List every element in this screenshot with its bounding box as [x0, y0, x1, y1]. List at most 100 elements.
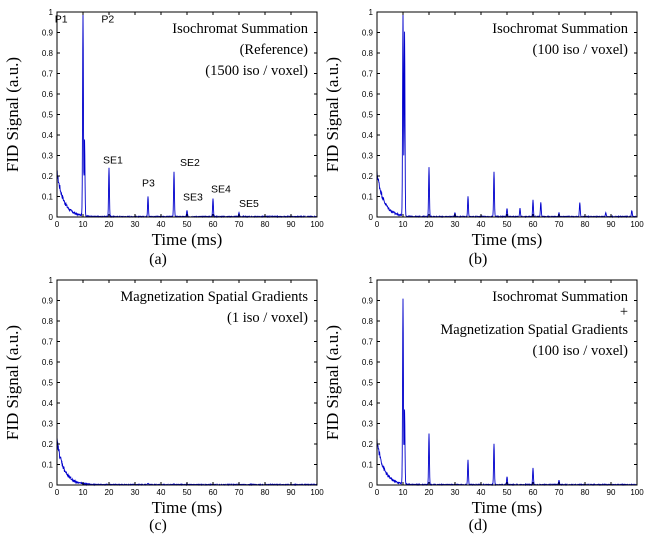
y-tick-label: 0.4	[362, 399, 374, 408]
chart-panel-c: 0 10 20 30 40 50 60 70 80 90 100 0 0.1 0.2 0.3 0.4 0.5 0.…	[3, 276, 324, 534]
x-tick-label: 10	[79, 220, 88, 229]
x-axis-label: Time (ms)	[472, 498, 543, 517]
annotation-text: (1 iso / voxel)	[227, 310, 308, 326]
y-tick-label: 0.3	[42, 152, 54, 161]
y-tick-label: 0.3	[362, 152, 374, 161]
x-tick-label: 60	[209, 220, 218, 229]
peak-label: SE3	[183, 192, 203, 204]
peak-label: P1	[55, 13, 68, 25]
annotation-text: Isochromat Summation	[492, 21, 628, 37]
x-tick-label: 50	[503, 488, 512, 497]
y-axis-label: FID Signal (a.u.)	[323, 57, 342, 172]
plot-frame	[376, 279, 638, 486]
y-tick-label: 0.6	[362, 90, 374, 99]
x-axis-label: Time (ms)	[152, 230, 223, 249]
panel-label: (d)	[469, 517, 488, 534]
x-tick-label: 70	[235, 488, 244, 497]
x-tick-label: 20	[425, 220, 434, 229]
annotation-text: Magnetization Spatial Gradients	[120, 289, 308, 305]
x-tick-label: 40	[157, 488, 166, 497]
annotation-text: Magnetization Spatial Gradients	[440, 322, 628, 338]
y-tick-label: 0.3	[362, 420, 374, 429]
y-tick-label: 0	[49, 481, 54, 490]
y-tick-label: 0.5	[42, 111, 54, 120]
peak-label: P2	[101, 13, 114, 25]
y-tick-label: 0.1	[362, 461, 374, 470]
y-tick-label: 0.8	[362, 49, 374, 58]
x-tick-label: 60	[209, 488, 218, 497]
x-tick-label: 60	[529, 488, 538, 497]
x-tick-label: 10	[399, 220, 408, 229]
x-tick-label: 50	[503, 220, 512, 229]
y-tick-label: 0	[369, 481, 374, 490]
peak-label: SE1	[103, 155, 123, 167]
x-tick-label: 40	[157, 220, 166, 229]
y-tick-label: 0.9	[42, 29, 54, 38]
peak-label: SE4	[211, 183, 231, 195]
y-tick-label: 0.4	[362, 131, 374, 140]
x-tick-label: 20	[425, 488, 434, 497]
x-tick-label: 80	[581, 220, 590, 229]
x-tick-label: 0	[55, 220, 60, 229]
panel-label: (a)	[149, 251, 167, 268]
y-tick-label: 0.4	[42, 399, 54, 408]
annotation-text: Isochromat Summation	[172, 21, 308, 37]
y-tick-label: 0.6	[42, 358, 54, 367]
x-tick-label: 20	[105, 220, 114, 229]
annotation-text: (Reference)	[240, 42, 309, 58]
y-tick-label: 1	[369, 276, 374, 285]
x-tick-label: 30	[451, 488, 460, 497]
y-tick-label: 0.2	[362, 172, 374, 181]
x-tick-label: 0	[375, 220, 380, 229]
y-tick-label: 0.7	[42, 70, 54, 79]
x-tick-label: 60	[529, 220, 538, 229]
x-tick-label: 0	[55, 488, 60, 497]
x-tick-label: 70	[235, 220, 244, 229]
x-tick-label: 80	[261, 488, 270, 497]
x-tick-label: 30	[131, 220, 140, 229]
annotation-text: +	[620, 304, 628, 320]
x-tick-label: 10	[79, 488, 88, 497]
x-tick-label: 100	[630, 220, 644, 229]
y-tick-label: 0.7	[362, 338, 374, 347]
panel-label: (b)	[469, 251, 488, 268]
x-tick-label: 90	[287, 488, 296, 497]
y-tick-label: 1	[369, 8, 374, 17]
panel-label: (c)	[149, 517, 167, 534]
x-tick-label: 100	[310, 220, 324, 229]
y-tick-label: 0.3	[42, 420, 54, 429]
x-tick-label: 0	[375, 488, 380, 497]
y-tick-label: 0.8	[362, 317, 374, 326]
y-tick-label: 0.9	[42, 297, 54, 306]
x-tick-label: 50	[183, 488, 192, 497]
y-tick-label: 0.5	[362, 111, 374, 120]
y-axis-label: FID Signal (a.u.)	[3, 325, 22, 440]
x-axis-label: Time (ms)	[152, 498, 223, 517]
x-tick-label: 50	[183, 220, 192, 229]
annotation-text: (100 iso / voxel)	[533, 343, 629, 359]
y-tick-label: 0.1	[42, 461, 54, 470]
annotation-text: Isochromat Summation	[492, 289, 628, 305]
chart-panel-b: 0 10 20 30 40 50 60 70 80 90 100 0 0.1 0.2 0.3 0.4 0.5 0.…	[323, 8, 644, 268]
y-tick-label: 0.8	[42, 49, 54, 58]
y-tick-label: 0.5	[362, 379, 374, 388]
peak-label: P3	[142, 177, 155, 189]
x-tick-label: 70	[555, 488, 564, 497]
peak-label: SE5	[239, 198, 259, 210]
x-tick-label: 90	[607, 220, 616, 229]
y-tick-label: 0.8	[42, 317, 54, 326]
x-tick-label: 80	[261, 220, 270, 229]
y-tick-label: 0.2	[362, 440, 374, 449]
y-tick-label: 1	[49, 8, 54, 17]
x-tick-label: 90	[287, 220, 296, 229]
y-tick-label: 0	[369, 213, 374, 222]
y-tick-label: 0.6	[42, 90, 54, 99]
y-tick-label: 0.2	[42, 172, 54, 181]
x-tick-label: 30	[451, 220, 460, 229]
chart-panel-a: 0 10 20 30 40 50 60 70 80 90 100 0 0.1 0.2 0.3 0.4 0.5 0.…	[3, 8, 324, 268]
x-tick-label: 20	[105, 488, 114, 497]
y-tick-label: 0.9	[362, 297, 374, 306]
y-tick-label: 0.2	[42, 440, 54, 449]
x-tick-label: 80	[581, 488, 590, 497]
